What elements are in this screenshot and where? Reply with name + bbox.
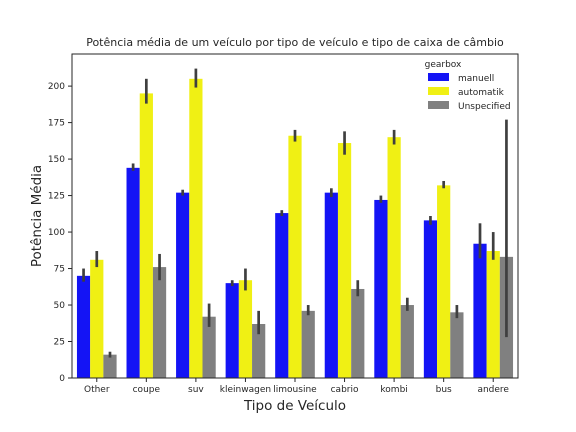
bars-layer [76, 78, 514, 379]
bar-manuell-kleinwagen [225, 283, 239, 378]
y-tick-label: 175 [48, 119, 65, 129]
bar-automatik-cabrio [337, 143, 352, 378]
bar-manuell-limousine [275, 213, 289, 378]
bar-automatik-kombi [387, 137, 401, 378]
bar-manuell-suv [176, 192, 190, 378]
x-tick-label: Other [84, 385, 110, 395]
x-tick-label: andere [477, 385, 509, 395]
y-axis: 0 25 50 75 100 125 150 175 200 [48, 82, 72, 384]
y-tick-label: 150 [48, 155, 65, 165]
legend-title: gearbox [425, 60, 462, 70]
x-tick-label: limousine [273, 385, 317, 395]
legend-swatch-unspecified [428, 101, 449, 109]
x-tick-label: bus [436, 385, 452, 395]
legend-label-unspecified: Unspecified [458, 102, 511, 112]
y-tick-label: 125 [48, 192, 65, 202]
y-tick-label: 0 [59, 374, 65, 384]
bar-unspecified-coupe [152, 267, 167, 378]
x-tick-label: kombi [380, 385, 407, 395]
bar-unspecified-limousine [301, 310, 315, 378]
y-tick-label: 25 [54, 338, 65, 348]
error-bars-layer [82, 68, 508, 358]
bar-automatik-coupe [139, 93, 153, 379]
chart-title: Potência média de um veículo por tipo de… [86, 36, 504, 49]
bar-automatik-kleinwagen [238, 280, 253, 378]
bar-automatik-andere [486, 251, 500, 378]
bar-automatik-suv [189, 78, 203, 378]
bar-unspecified-suv [202, 316, 216, 378]
bar-unspecified-kleinwagen [252, 324, 266, 378]
y-tick-label: 200 [48, 82, 65, 92]
bar-manuell-bus [423, 220, 438, 378]
y-tick-label: 50 [54, 301, 66, 311]
y-tick-label: 100 [48, 228, 65, 238]
legend-swatch-automatik [428, 87, 449, 95]
legend-label-automatik: automatik [458, 88, 505, 98]
bar-unspecified-kombi [400, 305, 414, 378]
y-axis-title: Potência Média [29, 165, 45, 267]
bar-automatik-limousine [288, 135, 302, 378]
legend-label-manuell: manuell [458, 74, 494, 84]
legend: gearbox manuell automatik Unspecified [422, 58, 514, 114]
bar-unspecified-other [103, 354, 117, 378]
bar-manuell-cabrio [324, 192, 338, 378]
x-tick-label: cabrio [331, 385, 359, 395]
bar-manuell-kombi [374, 199, 388, 378]
bar-automatik-other [90, 259, 104, 378]
bar-automatik-bus [437, 185, 451, 378]
bar-manuell-coupe [126, 167, 140, 378]
legend-swatch-manuell [428, 73, 449, 81]
bar-manuell-other [76, 275, 91, 378]
x-axis-title: Tipo de Veículo [243, 398, 346, 414]
x-tick-label: coupe [133, 385, 161, 395]
bar-unspecified-bus [450, 312, 464, 378]
bar-unspecified-cabrio [351, 288, 365, 378]
bar-manuell-andere [473, 243, 487, 378]
x-tick-label: suv [188, 385, 204, 395]
y-tick-label: 75 [54, 265, 65, 275]
x-tick-label: kleinwagen [220, 385, 271, 395]
x-axis: Other coupe suv kleinwagen limousine cabrio ko… [84, 378, 509, 395]
